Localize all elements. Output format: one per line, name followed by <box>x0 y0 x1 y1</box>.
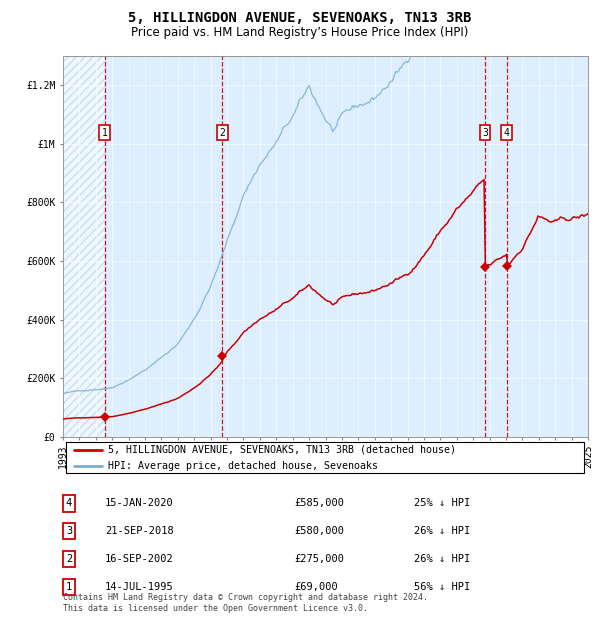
Text: 1: 1 <box>66 582 72 592</box>
Text: 2: 2 <box>220 128 225 138</box>
Text: 5, HILLINGDON AVENUE, SEVENOAKS, TN13 3RB (detached house): 5, HILLINGDON AVENUE, SEVENOAKS, TN13 3R… <box>107 445 455 454</box>
Text: 21-SEP-2018: 21-SEP-2018 <box>105 526 174 536</box>
Bar <box>63 56 105 437</box>
Text: 14-JUL-1995: 14-JUL-1995 <box>105 582 174 592</box>
Text: 16-SEP-2002: 16-SEP-2002 <box>105 554 174 564</box>
Text: 3: 3 <box>66 526 72 536</box>
Text: 25% ↓ HPI: 25% ↓ HPI <box>414 498 470 508</box>
Text: 1: 1 <box>102 128 107 138</box>
Text: 5, HILLINGDON AVENUE, SEVENOAKS, TN13 3RB: 5, HILLINGDON AVENUE, SEVENOAKS, TN13 3R… <box>128 11 472 25</box>
Text: Price paid vs. HM Land Registry’s House Price Index (HPI): Price paid vs. HM Land Registry’s House … <box>131 26 469 39</box>
Text: 4: 4 <box>66 498 72 508</box>
Text: HPI: Average price, detached house, Sevenoaks: HPI: Average price, detached house, Seve… <box>107 461 377 471</box>
Text: 2: 2 <box>66 554 72 564</box>
Text: 15-JAN-2020: 15-JAN-2020 <box>105 498 174 508</box>
Text: £580,000: £580,000 <box>294 526 344 536</box>
Text: £585,000: £585,000 <box>294 498 344 508</box>
FancyBboxPatch shape <box>65 442 584 472</box>
Text: Contains HM Land Registry data © Crown copyright and database right 2024.
This d: Contains HM Land Registry data © Crown c… <box>63 593 428 613</box>
Text: 26% ↓ HPI: 26% ↓ HPI <box>414 554 470 564</box>
Text: £69,000: £69,000 <box>294 582 338 592</box>
Text: 56% ↓ HPI: 56% ↓ HPI <box>414 582 470 592</box>
Text: 26% ↓ HPI: 26% ↓ HPI <box>414 526 470 536</box>
Text: £275,000: £275,000 <box>294 554 344 564</box>
Text: 3: 3 <box>482 128 488 138</box>
Text: 4: 4 <box>503 128 509 138</box>
